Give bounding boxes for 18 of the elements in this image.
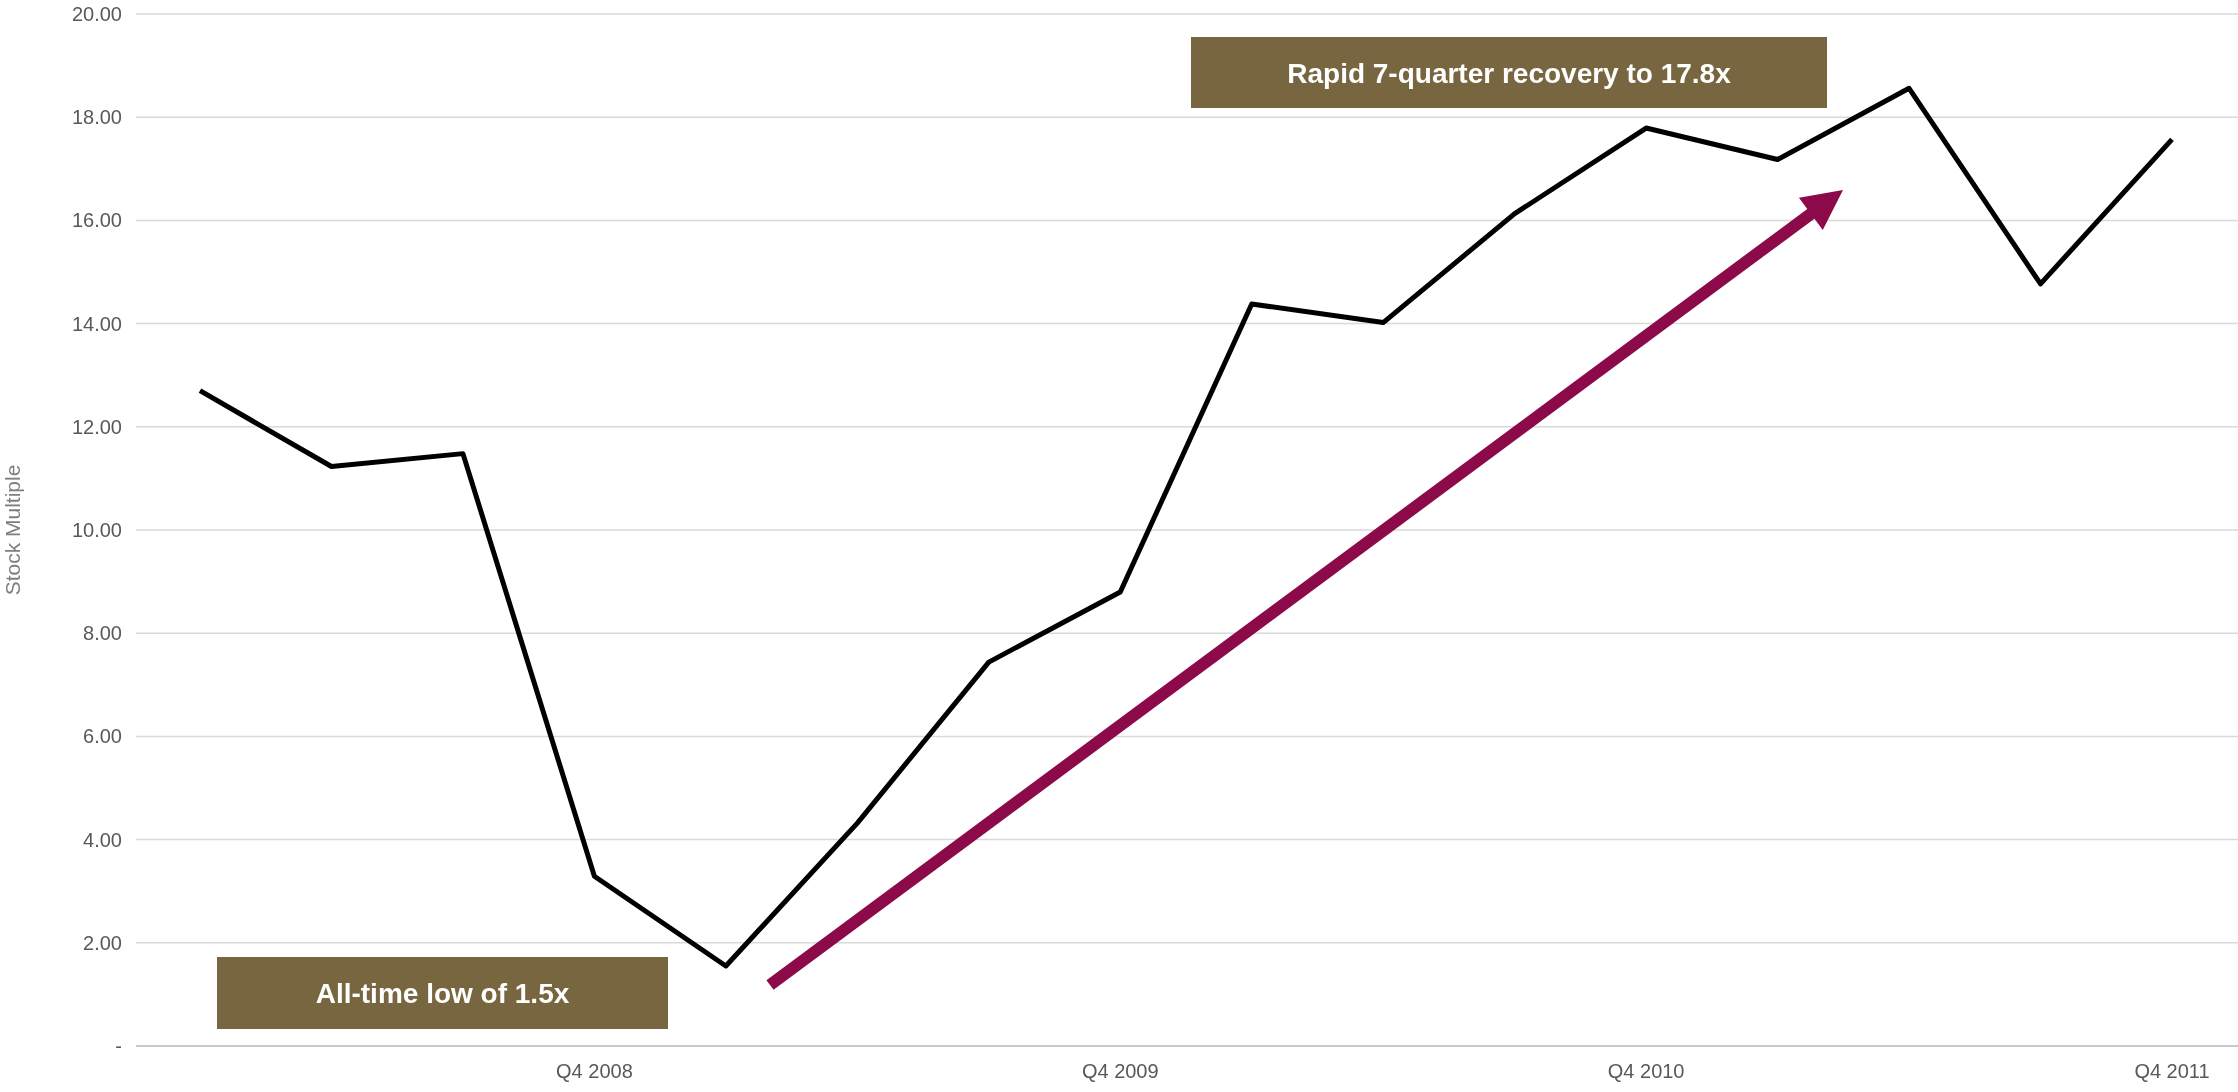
x-tick-label: Q4 2009 bbox=[1081, 1060, 1159, 1082]
y-tick-label: 20.00 bbox=[71, 3, 122, 25]
y-tick-label: 10.00 bbox=[71, 519, 122, 541]
y-tick-label: 2.00 bbox=[83, 931, 122, 954]
x-tick-label: Q4 2010 bbox=[1607, 1060, 1685, 1082]
y-tick-label: 14.00 bbox=[71, 312, 122, 335]
annotation: All-time low of 1.5x bbox=[315, 978, 570, 1010]
y-tick-label: 8.00 bbox=[83, 622, 122, 645]
annotation: Rapid 7-quarter recovery to 17.8x bbox=[1287, 57, 1732, 89]
y-tick-label: 4.00 bbox=[83, 828, 122, 851]
y-tick-label: 16.00 bbox=[71, 209, 122, 232]
y-tick-label: 18.00 bbox=[71, 106, 122, 129]
y-tick-label: 6.00 bbox=[83, 725, 122, 748]
y-axis-title: Stock Multiple bbox=[1, 464, 24, 596]
x-tick-label: Q4 2008 bbox=[556, 1060, 633, 1082]
y-tick-label: - bbox=[115, 1035, 122, 1057]
x-tick-label: Q4 2011 bbox=[2134, 1060, 2210, 1082]
y-tick-label: 12.00 bbox=[71, 415, 122, 438]
